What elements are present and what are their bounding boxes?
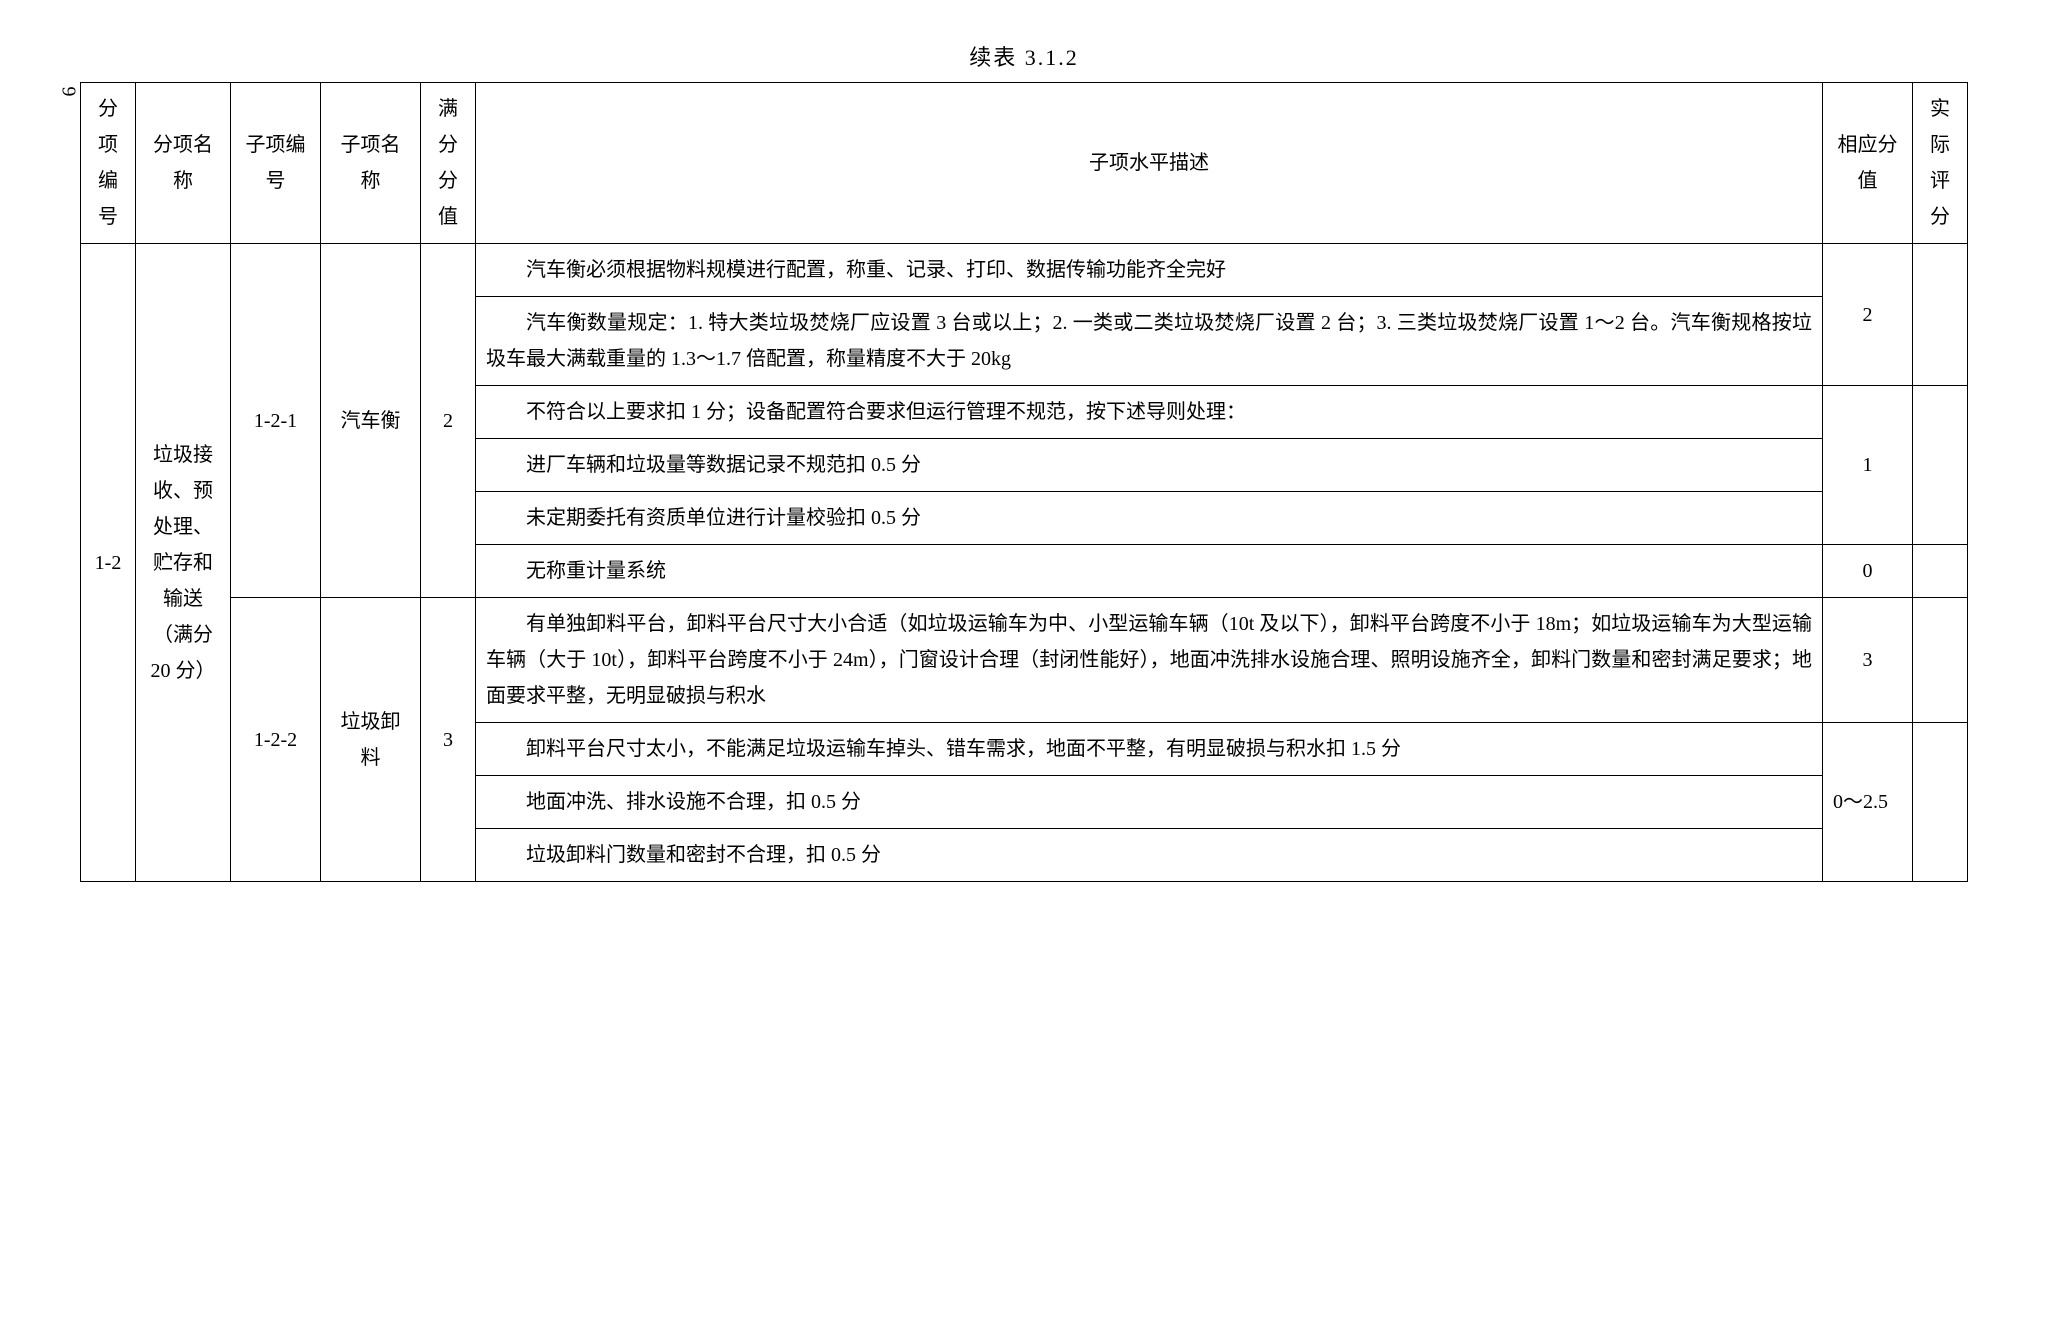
actual-score-cell <box>1913 598 1968 723</box>
actual-score-cell <box>1913 723 1968 882</box>
score-cell: 1 <box>1823 386 1913 545</box>
table-row: 1-2 垃圾接收、预处理、贮存和输送（满分20 分） 1-2-1 汽车衡 2 汽… <box>81 244 1968 297</box>
subitem-id-cell: 1-2-2 <box>231 598 321 882</box>
evaluation-table: 分项编号 分项名称 子项编号 子项名称 满分分值 子项水平描述 相应分值 实际评… <box>80 82 1968 882</box>
description-cell: 有单独卸料平台，卸料平台尺寸大小合适（如垃圾运输车为中、小型运输车辆（10t 及… <box>476 598 1823 723</box>
full-score-cell: 2 <box>421 244 476 598</box>
header-section-id: 分项编号 <box>81 83 136 244</box>
header-subitem-name: 子项名称 <box>321 83 421 244</box>
description-cell: 垃圾卸料门数量和密封不合理，扣 0.5 分 <box>476 829 1823 882</box>
actual-score-cell <box>1913 545 1968 598</box>
full-score-cell: 3 <box>421 598 476 882</box>
header-section-name: 分项名称 <box>136 83 231 244</box>
description-cell: 地面冲洗、排水设施不合理，扣 0.5 分 <box>476 776 1823 829</box>
subitem-name-cell: 垃圾卸料 <box>321 598 421 882</box>
subitem-id-cell: 1-2-1 <box>231 244 321 598</box>
page-number: 6 <box>59 87 82 97</box>
description-cell: 进厂车辆和垃圾量等数据记录不规范扣 0.5 分 <box>476 439 1823 492</box>
description-cell: 汽车衡数量规定：1. 特大类垃圾焚烧厂应设置 3 台或以上；2. 一类或二类垃圾… <box>476 297 1823 386</box>
section-id-cell: 1-2 <box>81 244 136 882</box>
header-actual: 实际评分 <box>1913 83 1968 244</box>
table-row: 1-2-2 垃圾卸料 3 有单独卸料平台，卸料平台尺寸大小合适（如垃圾运输车为中… <box>81 598 1968 723</box>
description-cell: 未定期委托有资质单位进行计量校验扣 0.5 分 <box>476 492 1823 545</box>
header-subitem-id: 子项编号 <box>231 83 321 244</box>
subitem-name-cell: 汽车衡 <box>321 244 421 598</box>
table-header-row: 分项编号 分项名称 子项编号 子项名称 满分分值 子项水平描述 相应分值 实际评… <box>81 83 1968 244</box>
description-cell: 无称重计量系统 <box>476 545 1823 598</box>
header-description: 子项水平描述 <box>476 83 1823 244</box>
description-cell: 汽车衡必须根据物料规模进行配置，称重、记录、打印、数据传输功能齐全完好 <box>476 244 1823 297</box>
score-cell: 3 <box>1823 598 1913 723</box>
header-score: 相应分值 <box>1823 83 1913 244</box>
table-title: 续表 3.1.2 <box>80 40 1968 72</box>
section-name-cell: 垃圾接收、预处理、贮存和输送（满分20 分） <box>136 244 231 882</box>
header-full-score: 满分分值 <box>421 83 476 244</box>
description-cell: 卸料平台尺寸太小，不能满足垃圾运输车掉头、错车需求，地面不平整，有明显破损与积水… <box>476 723 1823 776</box>
score-cell: 0～2.5 <box>1823 723 1913 882</box>
score-cell: 2 <box>1823 244 1913 386</box>
actual-score-cell <box>1913 244 1968 386</box>
score-cell: 0 <box>1823 545 1913 598</box>
actual-score-cell <box>1913 386 1968 545</box>
description-cell: 不符合以上要求扣 1 分；设备配置符合要求但运行管理不规范，按下述导则处理： <box>476 386 1823 439</box>
